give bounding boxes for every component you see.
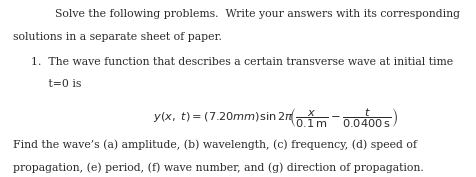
- Text: Find the wave’s (a) amplitude, (b) wavelength, (c) frequency, (d) speed of: Find the wave’s (a) amplitude, (b) wavel…: [13, 139, 416, 150]
- Text: $y(x,\ t)=(7.20mm)\sin2\pi\!\left(\dfrac{x}{0.1\,\mathrm{m}}-\dfrac{t}{0.0400\,\: $y(x,\ t)=(7.20mm)\sin2\pi\!\left(\dfrac…: [152, 106, 397, 130]
- Text: solutions in a separate sheet of paper.: solutions in a separate sheet of paper.: [13, 32, 222, 42]
- Text: propagation, (e) period, (f) wave number, and (g) direction of propagation.: propagation, (e) period, (f) wave number…: [13, 162, 423, 173]
- Text: 1.  The wave function that describes a certain transverse wave at initial time: 1. The wave function that describes a ce…: [31, 57, 452, 67]
- Text: Solve the following problems.  Write your answers with its corresponding: Solve the following problems. Write your…: [55, 9, 459, 19]
- Text: t=0 is: t=0 is: [31, 79, 81, 89]
